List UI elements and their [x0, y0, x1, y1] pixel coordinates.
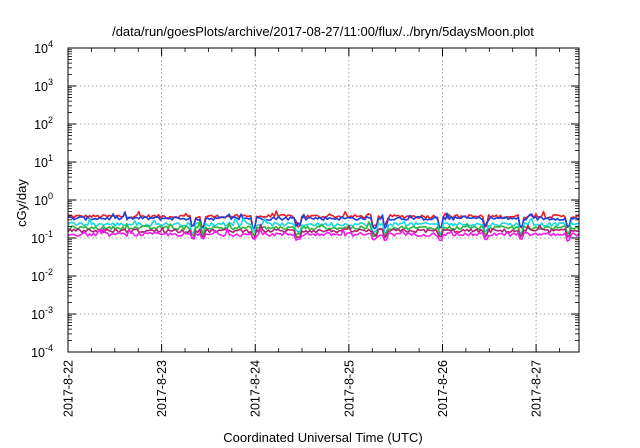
y-tick-label: 103 — [34, 77, 53, 94]
x-tick-label: 2017-8-24 — [249, 360, 263, 417]
series-line — [67, 227, 580, 242]
x-tick-label: 2017-8-25 — [342, 360, 356, 417]
x-axis-label: Coordinated Universal Time (UTC) — [223, 430, 422, 445]
x-tick-label: 2017-8-27 — [530, 360, 544, 417]
y-tick-label: 101 — [34, 153, 53, 170]
chart-title: /data/run/goesPlots/archive/2017-08-27/1… — [112, 24, 534, 39]
y-tick-label: 104 — [34, 39, 53, 56]
y-tick-label: 100 — [34, 191, 53, 208]
series-line — [67, 211, 580, 230]
grid — [68, 48, 579, 352]
series-line — [67, 223, 580, 239]
series-line — [67, 217, 580, 235]
y-tick-label: 10-4 — [31, 343, 53, 360]
ticks — [67, 47, 579, 353]
y-tick-labels: 104 103 102 101 100 10-1 10-2 10-3 10-4 — [31, 39, 53, 360]
series-line — [68, 220, 580, 238]
x-tick-label: 2017-8-22 — [62, 360, 76, 417]
y-tick-label: 102 — [34, 115, 53, 132]
x-tick-label: 2017-8-23 — [155, 360, 169, 417]
y-tick-label: 10-3 — [31, 305, 53, 322]
y-tick-label: 10-2 — [31, 267, 53, 284]
y-tick-label: 10-1 — [31, 229, 53, 246]
x-tick-labels: 2017-8-22 2017-8-23 2017-8-24 2017-8-25 2017… — [62, 360, 544, 417]
series-layer — [67, 210, 580, 242]
series-line — [68, 210, 580, 229]
x-tick-label: 2017-8-26 — [436, 360, 450, 417]
y-axis-label: cGy/day — [14, 179, 29, 227]
